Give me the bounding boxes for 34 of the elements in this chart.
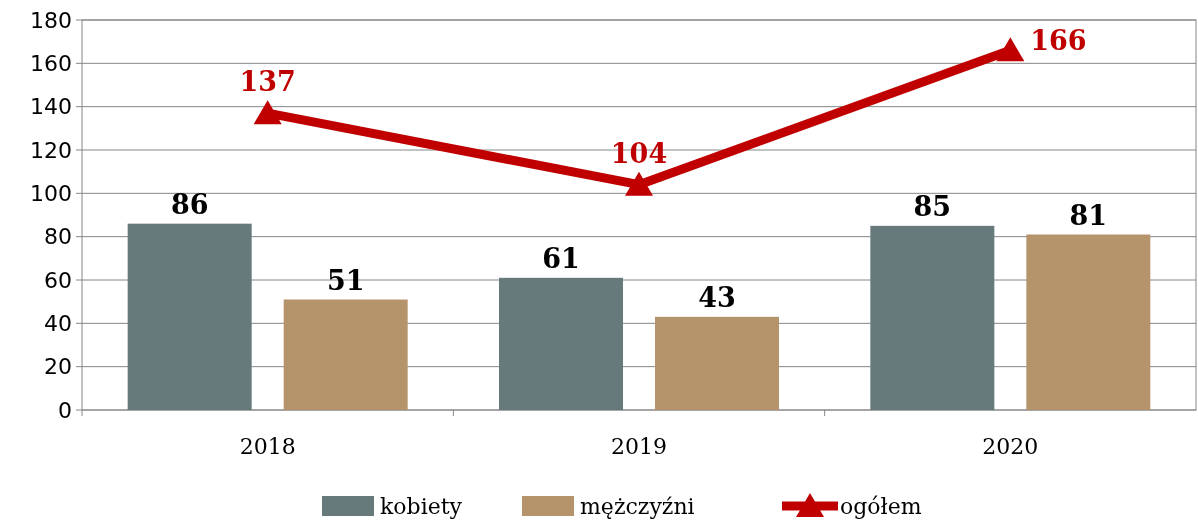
legend-label: ogółem <box>840 493 922 519</box>
y-tick-label: 80 <box>44 224 72 250</box>
point <box>996 37 1025 62</box>
y-tick-label: 120 <box>30 137 72 163</box>
y-tick-label: 100 <box>30 181 72 207</box>
point <box>253 100 282 125</box>
y-tick-label: 160 <box>30 51 72 77</box>
y-tick-label: 40 <box>44 311 72 337</box>
data-label: 81 <box>1069 199 1108 231</box>
y-tick-label: 180 <box>30 7 72 33</box>
x-tick-label: 2019 <box>611 434 667 459</box>
data-label: 61 <box>542 242 580 274</box>
y-tick-label: 140 <box>30 94 72 120</box>
bar <box>283 299 408 410</box>
bar <box>870 225 995 410</box>
bar <box>1026 234 1151 410</box>
data-label: 104 <box>610 137 668 169</box>
data-label: 43 <box>698 281 736 313</box>
data-label: 86 <box>170 188 209 220</box>
y-tick-label: 0 <box>58 397 72 423</box>
bar <box>499 277 623 410</box>
point <box>625 171 653 196</box>
bar <box>127 223 252 410</box>
legend-label: kobiety <box>380 493 463 519</box>
y-tick-label: 60 <box>44 267 72 293</box>
x-tick-label: 2018 <box>239 434 296 459</box>
data-label: 51 <box>326 264 365 296</box>
data-label: 137 <box>239 66 296 98</box>
data-label: 85 <box>913 190 952 222</box>
legend-label: mężczyźni <box>580 493 695 519</box>
data-label: 166 <box>1030 25 1087 57</box>
y-tick-label: 20 <box>44 354 72 380</box>
x-tick-label: 2020 <box>982 434 1039 459</box>
bar <box>655 316 779 410</box>
